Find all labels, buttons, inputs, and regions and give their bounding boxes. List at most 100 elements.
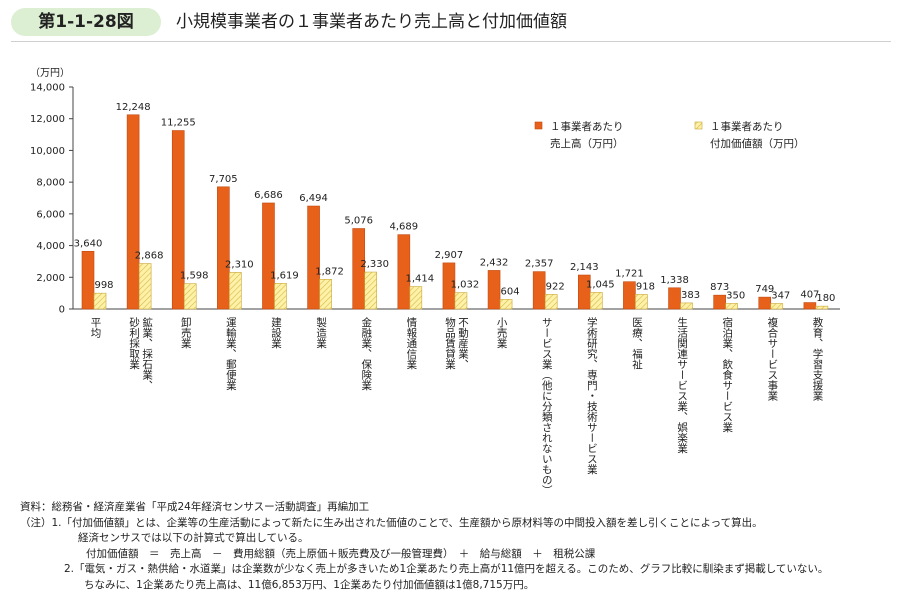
bar-value-added <box>183 283 197 310</box>
data-label-value-added: 918 <box>636 281 655 292</box>
x-category-label: 教育、学習支援業 <box>811 316 823 402</box>
data-label-value-added: 1,619 <box>270 270 299 281</box>
figure-title: 小規模事業者の１事業者あたり売上高と付加価値額 <box>176 12 567 32</box>
bar-sales <box>262 202 275 310</box>
x-category-label: 学術研究、専門・技術サービス業 <box>586 316 598 475</box>
note-2: 2.「電気・ガス・熱供給・水道業」は企業数が少なく売上が多きいため1企業あたり売… <box>64 563 829 575</box>
y-tick-label: 0 <box>59 305 65 316</box>
data-label-value-added: 1,045 <box>586 279 615 290</box>
x-category-label: 砂利採取業 <box>128 316 140 370</box>
bar-sales <box>217 186 230 310</box>
data-label-value-added: 180 <box>816 293 835 304</box>
bar-value-added <box>454 292 468 310</box>
data-label-sales: 5,076 <box>344 216 373 227</box>
bar-value-added <box>93 292 107 310</box>
note-1-formula: 付加価値額 ＝ 売上高 － 費用総額（売上原価＋販売費及び一般管理費） ＋ 給与… <box>86 547 596 560</box>
bar-value-added <box>815 305 829 310</box>
note-1: （注）1.「付加価値額」とは、企業等の生産活動によって新たに生み出された価値のこ… <box>20 516 763 529</box>
x-category-label: 物品賃貸業 <box>444 316 456 370</box>
bar-sales <box>171 130 185 310</box>
bar-sales <box>623 281 636 310</box>
data-label-value-added: 383 <box>681 290 700 301</box>
x-category-label: 医療、福祉 <box>631 317 643 370</box>
data-label-sales: 3,640 <box>74 238 103 249</box>
bar-sales <box>81 250 95 310</box>
bar-value-added <box>544 294 558 310</box>
x-category-label: 金融業、保険業 <box>360 316 372 391</box>
x-category-label: 情報通信業 <box>405 316 417 370</box>
data-label-sales: 4,689 <box>390 222 419 233</box>
bar-chart: （万円） 0 2,000 4,000 6,000 8,000 10,000 12,000 14,… <box>30 67 840 496</box>
x-category-label: 製造業 <box>315 316 327 349</box>
x-category-label: 平均 <box>90 317 102 339</box>
data-label-value-added: 1,872 <box>315 266 344 277</box>
data-label-value-added: 604 <box>501 286 520 297</box>
data-label-sales: 12,248 <box>116 102 151 113</box>
legend-sales-text: 売上高（万円） <box>550 137 624 150</box>
bar-sales <box>352 228 366 310</box>
y-tick-label: 10,000 <box>30 146 65 157</box>
bar-sales <box>577 274 591 310</box>
x-category-label: 不動産業、 <box>457 317 469 370</box>
bar-sales <box>713 294 726 310</box>
data-label-sales: 11,255 <box>161 118 196 129</box>
x-category-label: 宿泊業、飲食サービス業 <box>721 316 733 433</box>
data-label-value-added: 1,414 <box>406 274 435 285</box>
data-label-sales: 407 <box>800 290 819 301</box>
x-category-label: 生活関連サービス業、娯楽業 <box>676 316 688 454</box>
bar-sales <box>803 302 817 310</box>
data-label-sales: 6,686 <box>254 190 283 201</box>
source-note: 資料：総務省・経済産業省「平成24年経済センサスー活動調査」再編加工 <box>20 501 370 513</box>
bar-value-added <box>635 294 648 310</box>
legend-value-added-text: 付加価値額（万円） <box>710 137 805 150</box>
y-unit-label: （万円） <box>30 67 70 79</box>
data-label-value-added: 2,330 <box>360 259 389 270</box>
legend-value-added-swatch <box>694 121 703 130</box>
bar-sales <box>532 271 546 310</box>
bar-value-added <box>589 292 603 310</box>
bar-sales <box>307 205 320 310</box>
bar-sales <box>397 234 411 310</box>
bar-sales <box>126 114 140 310</box>
y-tick-label: 4,000 <box>36 241 65 252</box>
data-label-value-added: 1,598 <box>180 271 209 282</box>
data-label-value-added: 2,868 <box>135 251 164 262</box>
bar-sales <box>442 262 456 310</box>
note-2-detail: ちなみに、1企業あたり売上高は、11億6,853万円、1企業あたり付加価値額は1… <box>84 578 535 591</box>
x-category-label: サービス業（他に分類されないもの） <box>541 317 553 496</box>
bar-value-added <box>409 286 423 310</box>
bar-value-added <box>319 279 332 310</box>
figure-number-badge: 第1-1-28図 <box>11 8 161 36</box>
bar-value-added <box>680 302 693 310</box>
bar-sales <box>668 287 681 310</box>
x-category-label: 建設業 <box>270 316 282 349</box>
bar-value-added <box>499 299 513 310</box>
legend-sales-swatch <box>534 121 543 130</box>
y-tick-label: 2,000 <box>36 273 65 284</box>
data-label-sales: 6,494 <box>299 193 328 204</box>
data-label-sales: 2,143 <box>570 262 599 273</box>
y-tick-label: 6,000 <box>36 209 65 220</box>
bar-value-added <box>725 303 738 310</box>
x-category-label: 運輸業、郵便業 <box>225 317 237 391</box>
data-label-value-added: 922 <box>546 281 565 292</box>
bar-value-added <box>274 283 287 310</box>
data-label-value-added: 998 <box>94 280 113 291</box>
data-label-value-added: 2,310 <box>225 259 254 270</box>
bar-value-added <box>138 263 152 310</box>
data-label-sales: 2,432 <box>480 257 509 268</box>
data-label-sales: 1,721 <box>615 269 644 280</box>
data-label-value-added: 350 <box>726 290 745 301</box>
y-tick-label: 12,000 <box>30 114 65 125</box>
bar-sales <box>487 270 501 310</box>
y-tick-label: 8,000 <box>36 178 65 189</box>
data-label-sales: 2,907 <box>435 250 464 261</box>
data-label-sales: 7,705 <box>209 174 238 185</box>
x-category-label: 小売業 <box>496 317 508 349</box>
data-label-sales: 749 <box>755 284 774 295</box>
figure-header: 第1-1-28図 小規模事業者の１事業者あたり売上高と付加価値額 <box>0 0 900 44</box>
x-category-label: 複合サービス事業 <box>766 316 778 402</box>
header-divider <box>11 41 891 42</box>
x-category-label: 卸売業 <box>180 316 192 349</box>
note-1-detail: 経済センサスでは以下の計算式で算出している。 <box>78 532 309 544</box>
